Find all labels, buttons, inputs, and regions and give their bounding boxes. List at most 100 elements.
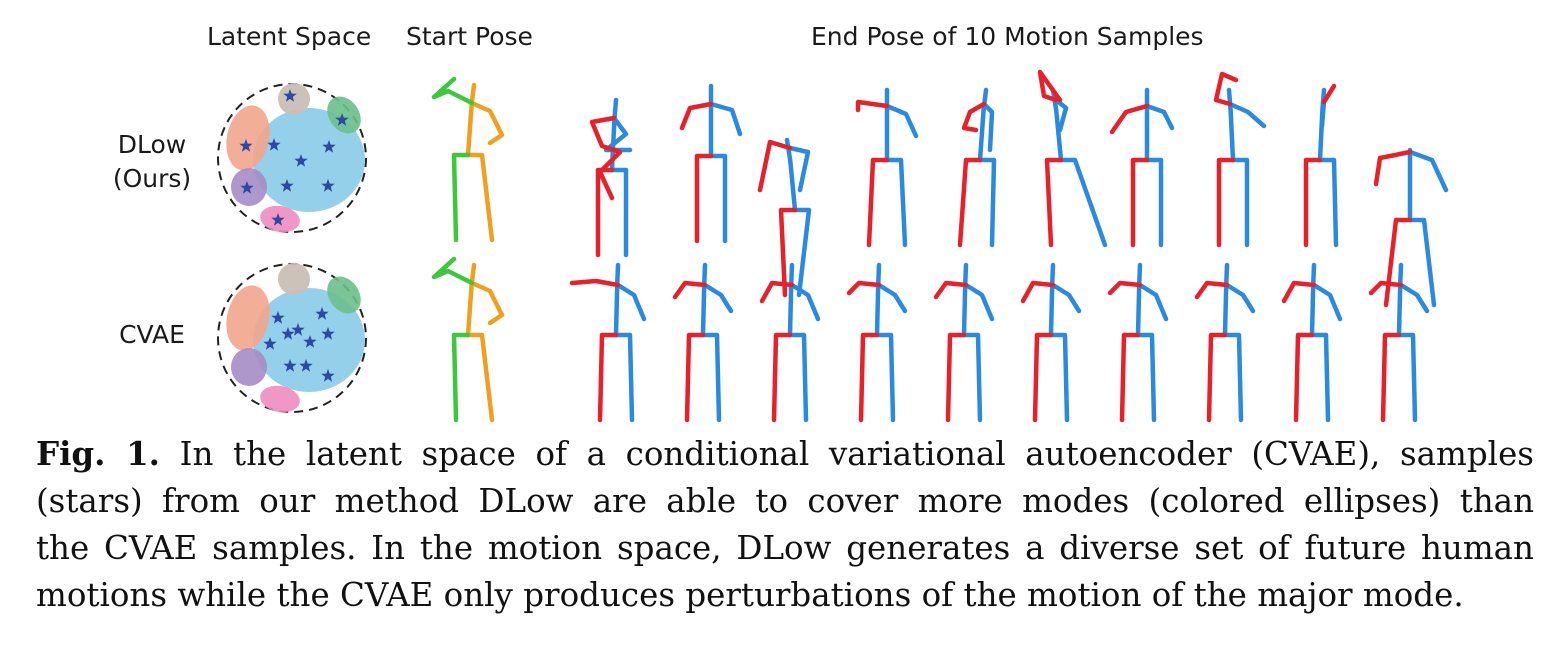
right-arm [981, 101, 995, 153]
spine [977, 87, 989, 163]
start-pose-1 [431, 76, 505, 243]
right-leg [792, 207, 812, 298]
left-arm [431, 256, 475, 286]
left-arm [855, 99, 890, 113]
left-leg [1303, 157, 1323, 248]
right-arm [787, 145, 811, 193]
spine [465, 82, 477, 158]
left-arm [1037, 69, 1063, 103]
sample-star [240, 181, 254, 194]
right-leg [1230, 157, 1250, 248]
left-leg [1119, 332, 1141, 423]
mode-ellipse-orange [226, 105, 270, 171]
right-arm [963, 282, 995, 322]
left-leg [1206, 332, 1228, 423]
left-leg [1032, 332, 1054, 423]
left-arm [679, 101, 714, 131]
left-leg [451, 152, 471, 243]
right-arm [1053, 97, 1069, 133]
sample-star [281, 327, 295, 340]
right-arm [1398, 282, 1430, 314]
spine [465, 262, 477, 338]
row-label-cvae-line1: CVAE [119, 320, 185, 349]
left-leg [957, 157, 983, 248]
left-leg [1044, 157, 1064, 248]
cvae-end-pose-1 [569, 262, 647, 423]
mode-ellipse-pink [260, 385, 300, 413]
dlow-end-pose-7 [1109, 87, 1175, 248]
right-arm [469, 280, 505, 326]
left-leg [684, 332, 706, 423]
cvae-end-pose-3 [759, 262, 821, 423]
mode-ellipse-main [253, 108, 365, 212]
right-arm [1311, 282, 1343, 322]
dlow-end-pose-5 [957, 87, 997, 248]
left-arm [672, 280, 708, 300]
spine [1048, 262, 1056, 338]
right-arm [1144, 103, 1175, 131]
right-leg [700, 332, 722, 423]
left-arm [757, 139, 793, 193]
left-leg [694, 153, 714, 244]
sample-star [322, 140, 336, 153]
left-arm [1373, 149, 1413, 187]
dlow-end-pose-6 [1037, 69, 1108, 248]
spine [1396, 262, 1404, 338]
dlow-end-pose-9 [1303, 83, 1339, 248]
cvae-end-pose-8 [1194, 262, 1256, 423]
left-arm [1107, 280, 1143, 296]
right-leg [1048, 332, 1070, 423]
sample-star [283, 359, 297, 372]
caption-line-3: the CVAE samples. In the motion space, D… [36, 529, 1534, 567]
left-arm [569, 278, 621, 288]
left-leg [771, 332, 793, 423]
left-arm [759, 280, 795, 304]
spine [787, 262, 795, 338]
right-leg [1396, 332, 1418, 423]
header-latent-space: Latent Space [207, 22, 372, 51]
spine [1309, 262, 1317, 338]
spine [613, 262, 621, 338]
right-leg [787, 332, 809, 423]
right-leg [1144, 157, 1164, 248]
right-leg [1222, 332, 1244, 423]
left-leg [595, 167, 615, 258]
left-leg [1380, 332, 1402, 423]
left-arm [589, 115, 623, 201]
left-arm [431, 76, 475, 106]
sample-star [271, 311, 285, 324]
right-leg [1407, 217, 1437, 308]
dlow-end-pose-2 [679, 83, 743, 244]
row-label-dlow-line2: (Ours) [112, 164, 192, 193]
right-leg [1135, 332, 1157, 423]
cvae-end-pose-7 [1107, 262, 1169, 423]
sample-star [263, 337, 277, 350]
left-leg [1216, 157, 1236, 248]
mode-ellipse-gray [278, 83, 310, 115]
mode-ellipse-green [327, 96, 361, 134]
caption-line-1: Fig. 1. In the latent space of a conditi… [36, 430, 1534, 478]
mode-ellipse-green [327, 276, 361, 314]
sample-star [299, 359, 313, 372]
right-arm [708, 101, 743, 137]
sample-star [239, 139, 253, 152]
left-arm [1321, 83, 1337, 105]
cvae-end-pose-4 [846, 262, 908, 423]
right-leg [977, 157, 997, 248]
left-leg [451, 332, 471, 423]
row-label-cvae: CVAE [100, 318, 204, 352]
mode-ellipse-purple [231, 348, 267, 386]
spine [1222, 262, 1230, 338]
dlow-end-pose-3 [757, 137, 812, 298]
right-arm [702, 282, 734, 314]
header-start-pose: Start Pose [406, 22, 533, 51]
mode-ellipse-orange [226, 285, 270, 351]
right-arm [1407, 149, 1449, 193]
sample-star [271, 213, 285, 226]
right-leg [1309, 332, 1331, 423]
sample-star [267, 138, 281, 151]
right-arm [789, 282, 821, 322]
spine [700, 262, 708, 338]
left-arm [1194, 280, 1230, 300]
left-leg [778, 207, 798, 298]
